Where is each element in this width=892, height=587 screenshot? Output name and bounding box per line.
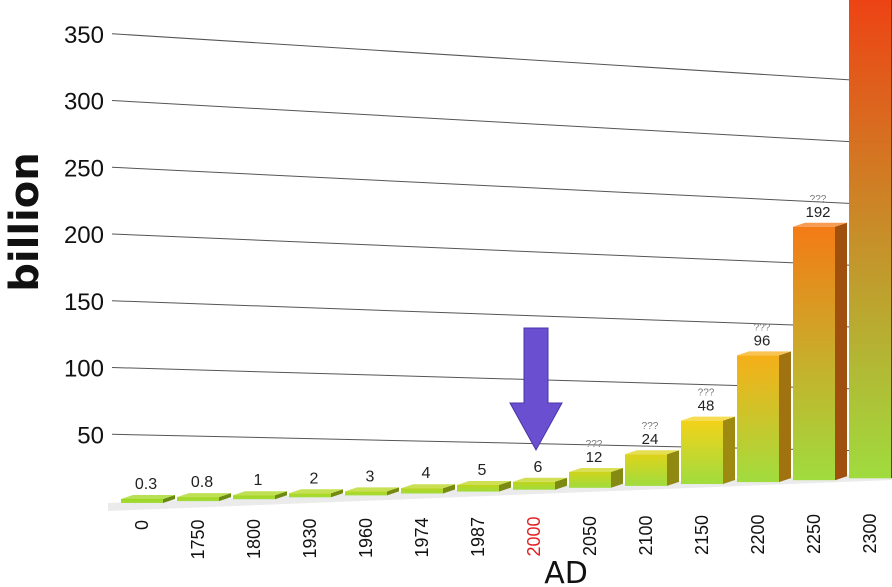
bar-top xyxy=(121,495,175,499)
bar xyxy=(401,488,443,494)
uncertain-marker: ??? xyxy=(754,322,771,333)
bar xyxy=(737,355,779,483)
bar-side xyxy=(835,222,847,481)
bar-side xyxy=(387,487,399,496)
uncertain-marker: ??? xyxy=(586,439,603,450)
uncertain-marker: ??? xyxy=(810,194,827,205)
bar-top xyxy=(737,351,791,356)
bar xyxy=(177,497,219,502)
value-label: 1 xyxy=(254,472,263,489)
bar xyxy=(569,471,611,488)
bar-top xyxy=(513,477,567,482)
value-label: 24 xyxy=(642,431,659,448)
tick-labels: 50 100 150 200 250 300 350 0 1750 1800 1930 1960 197… xyxy=(64,22,880,560)
bar xyxy=(513,481,555,490)
value-label: 3 xyxy=(366,468,375,485)
bar-top xyxy=(177,493,231,498)
x-tick-label: 0 xyxy=(132,520,152,530)
x-tick-label: 1960 xyxy=(356,518,376,558)
grid-lines xyxy=(111,33,892,452)
bar-top xyxy=(345,487,399,492)
bar-top xyxy=(401,484,455,489)
y-tick-label: 300 xyxy=(64,89,104,116)
x-tick-label: 1750 xyxy=(188,520,208,560)
bar-side xyxy=(331,489,343,498)
grid-line xyxy=(111,233,892,268)
bar-side xyxy=(443,484,455,494)
x-axis-title: AD xyxy=(544,556,588,587)
y-tick-label: 250 xyxy=(64,155,104,182)
y-tick-label: 50 xyxy=(77,422,104,449)
value-label: 96 xyxy=(754,332,771,349)
value-label: 0.8 xyxy=(191,474,213,491)
bar-side xyxy=(499,481,511,492)
bar xyxy=(457,485,499,492)
bars xyxy=(121,0,892,503)
bar-top xyxy=(289,489,343,494)
bar xyxy=(793,226,835,481)
uncertain-marker: ??? xyxy=(642,421,659,432)
x-tick-label: 2300 xyxy=(860,514,880,554)
grid-line xyxy=(111,100,892,145)
x-tick-label: 2250 xyxy=(804,514,824,554)
bar-top xyxy=(681,416,735,421)
bar xyxy=(121,499,163,503)
value-label: 6 xyxy=(534,459,543,476)
y-tick-label: 200 xyxy=(64,222,104,249)
bar xyxy=(625,454,667,486)
bar-side xyxy=(723,416,735,484)
bar xyxy=(849,0,891,479)
bar-side xyxy=(779,351,791,483)
y-tick-label: 100 xyxy=(64,356,104,383)
value-labels: 0.30.812345612???24???48???96???192???38… xyxy=(135,194,831,493)
x-tick-label: 2150 xyxy=(692,515,712,555)
value-label: 0.3 xyxy=(135,476,157,493)
x-tick-label: 2000 xyxy=(524,517,544,557)
uncertain-marker: ??? xyxy=(698,388,715,399)
bar-top xyxy=(457,481,511,485)
x-tick-label: 1987 xyxy=(468,517,488,557)
bar xyxy=(681,420,723,484)
y-tick-label: 350 xyxy=(64,22,104,49)
bar-top xyxy=(569,467,623,472)
value-label: 12 xyxy=(586,449,603,466)
bar-top xyxy=(233,491,287,496)
x-tick-label: 1930 xyxy=(300,519,320,559)
arrow-down-icon xyxy=(509,327,563,452)
grid-line xyxy=(111,166,892,206)
x-tick-label: 2200 xyxy=(748,515,768,555)
bar-side xyxy=(611,467,623,488)
bar xyxy=(289,493,331,498)
x-tick-label: 1974 xyxy=(412,518,432,558)
x-tick-label: 2100 xyxy=(636,516,656,556)
value-label: 5 xyxy=(478,462,487,479)
bar xyxy=(345,491,387,496)
y-axis-title: billion xyxy=(2,152,48,291)
value-label: 2 xyxy=(310,470,319,487)
grid-line xyxy=(111,300,892,329)
bar-side xyxy=(275,491,287,500)
value-label: 48 xyxy=(698,398,715,415)
bar-top xyxy=(625,450,679,455)
x-tick-label: 1800 xyxy=(244,519,264,559)
arrow xyxy=(509,327,563,452)
bar-side xyxy=(219,493,231,502)
y-tick-label: 150 xyxy=(64,289,104,316)
grid-line xyxy=(111,33,892,83)
axis-titles: AD billion xyxy=(2,152,588,587)
bar-side xyxy=(667,450,679,486)
bar-side xyxy=(163,495,175,503)
value-label: 4 xyxy=(422,465,431,482)
value-label: 192 xyxy=(805,204,830,221)
bar-top xyxy=(793,222,847,227)
bar xyxy=(233,495,275,500)
x-tick-label: 2050 xyxy=(580,516,600,556)
bar-side xyxy=(555,477,567,490)
